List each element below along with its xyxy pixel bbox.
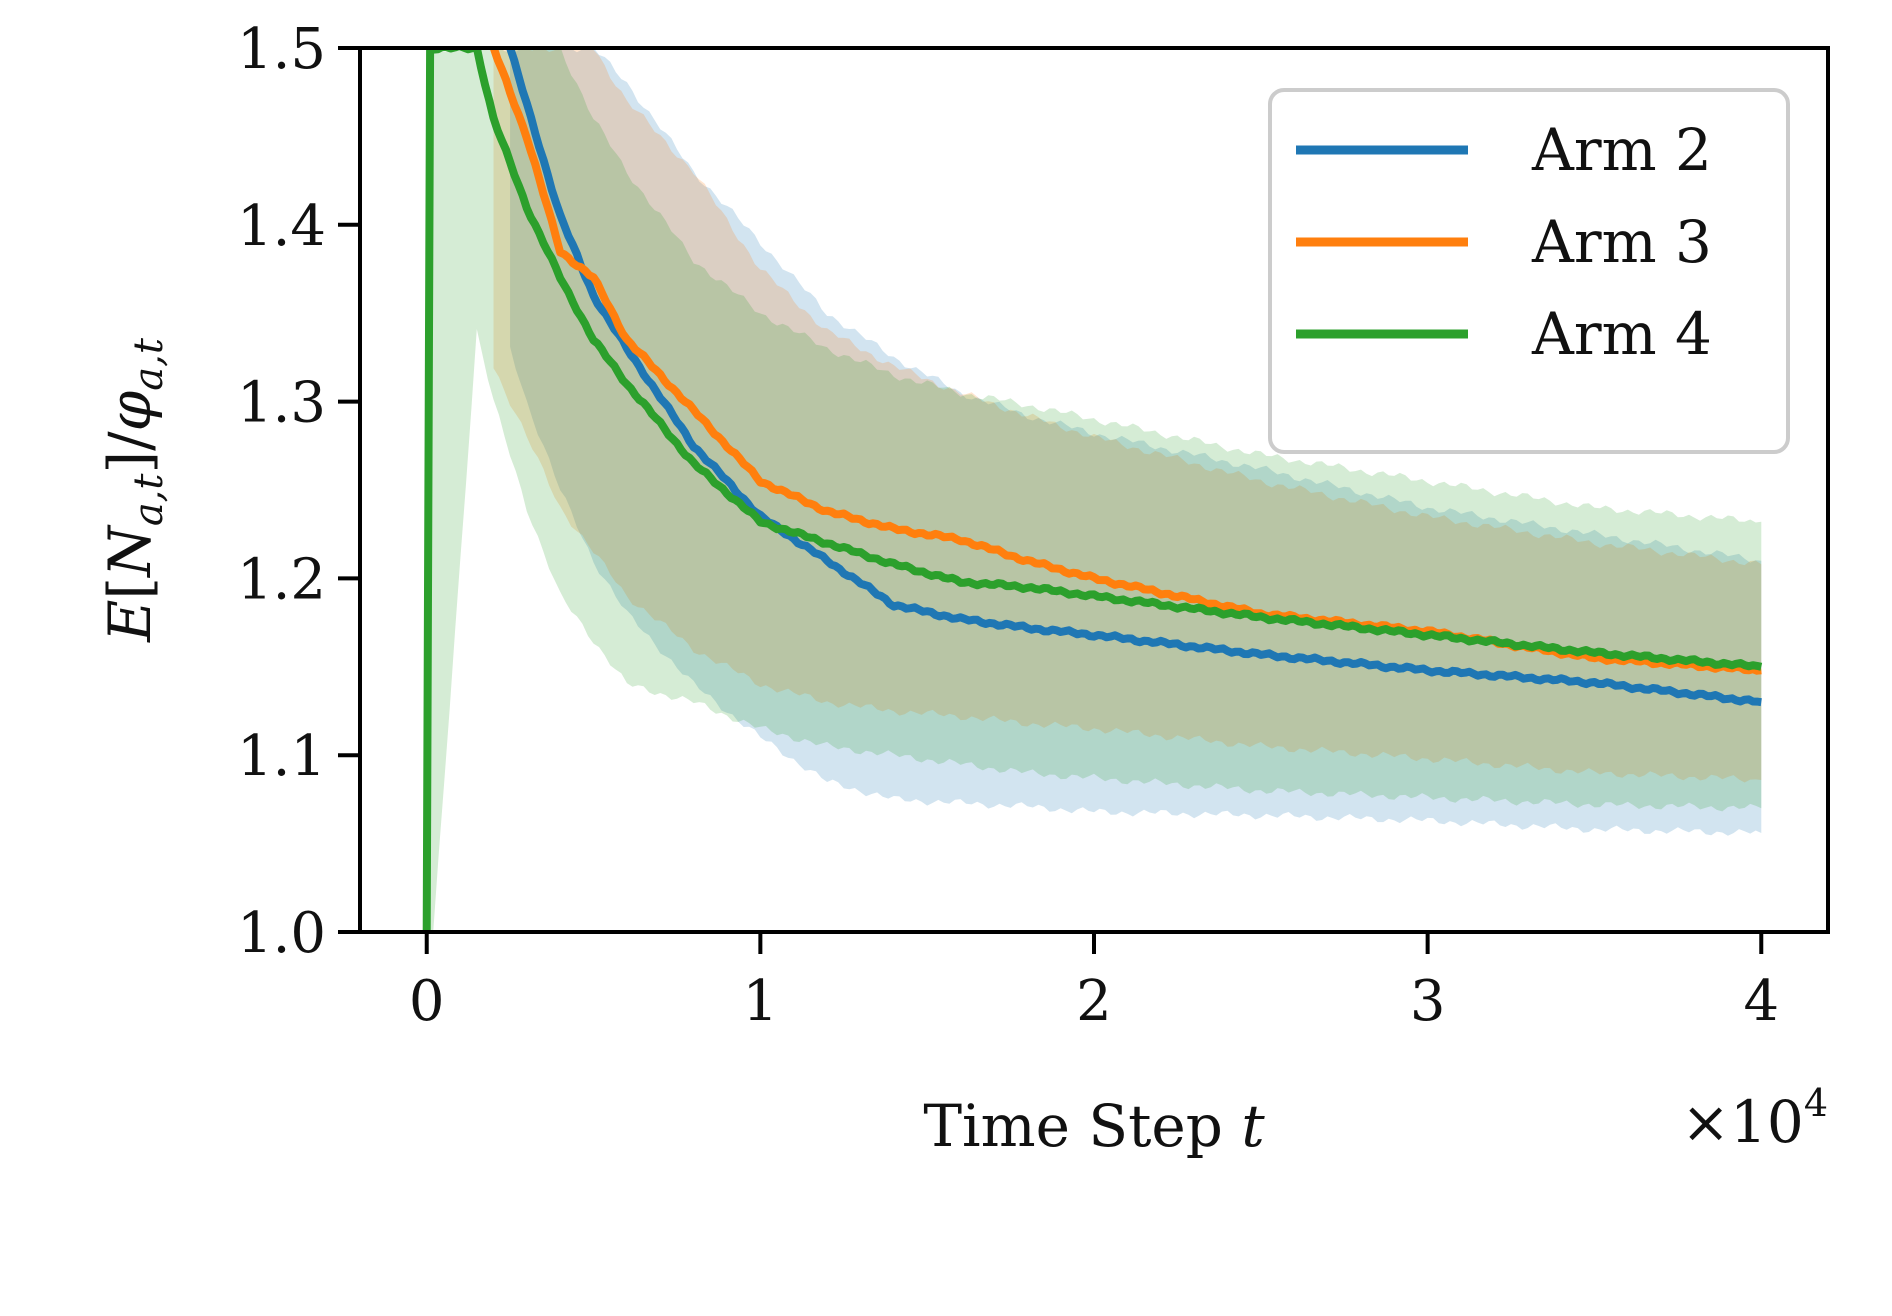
x-tick-label: 3 xyxy=(1410,969,1446,1034)
y-axis-title: E[Na,t]/φa,t xyxy=(96,337,172,643)
series-lines xyxy=(422,48,1763,932)
legend-frame xyxy=(1268,88,1790,454)
legend-label: Arm 3 xyxy=(1531,208,1712,276)
y-tick-label: 1.5 xyxy=(237,17,326,82)
x-tick-label: 2 xyxy=(1076,969,1112,1034)
y-axis-ticks: 1.0 1.1 1.2 1.3 1.4 1.5 xyxy=(237,17,360,966)
y-tick-label: 1.4 xyxy=(237,194,326,259)
series-line-arm-4 xyxy=(422,48,1763,932)
x-axis-title: Time Step t xyxy=(923,1092,1265,1160)
legend-label: Arm 4 xyxy=(1531,300,1712,368)
confidence-band-arm-4 xyxy=(426,48,1762,932)
y-tick-label: 1.1 xyxy=(237,724,326,789)
x-tick-label: 4 xyxy=(1743,969,1779,1034)
series-line-arm-2 xyxy=(506,48,1762,707)
legend-label: Arm 2 xyxy=(1531,116,1712,184)
x-tick-label: 1 xyxy=(743,969,779,1034)
x-axis-multiplier: ×104 xyxy=(1681,1081,1828,1156)
y-tick-label: 1.2 xyxy=(237,547,326,612)
confidence-band-arm-3 xyxy=(493,48,1762,783)
y-tick-label: 1.0 xyxy=(237,901,326,966)
y-tick-label: 1.3 xyxy=(237,371,326,436)
x-tick-label: 0 xyxy=(409,969,445,1034)
legend: Arm 2 Arm 3 Arm 4 xyxy=(1268,88,1790,454)
x-axis-ticks: 0 1 2 3 4 xyxy=(409,932,1779,1034)
